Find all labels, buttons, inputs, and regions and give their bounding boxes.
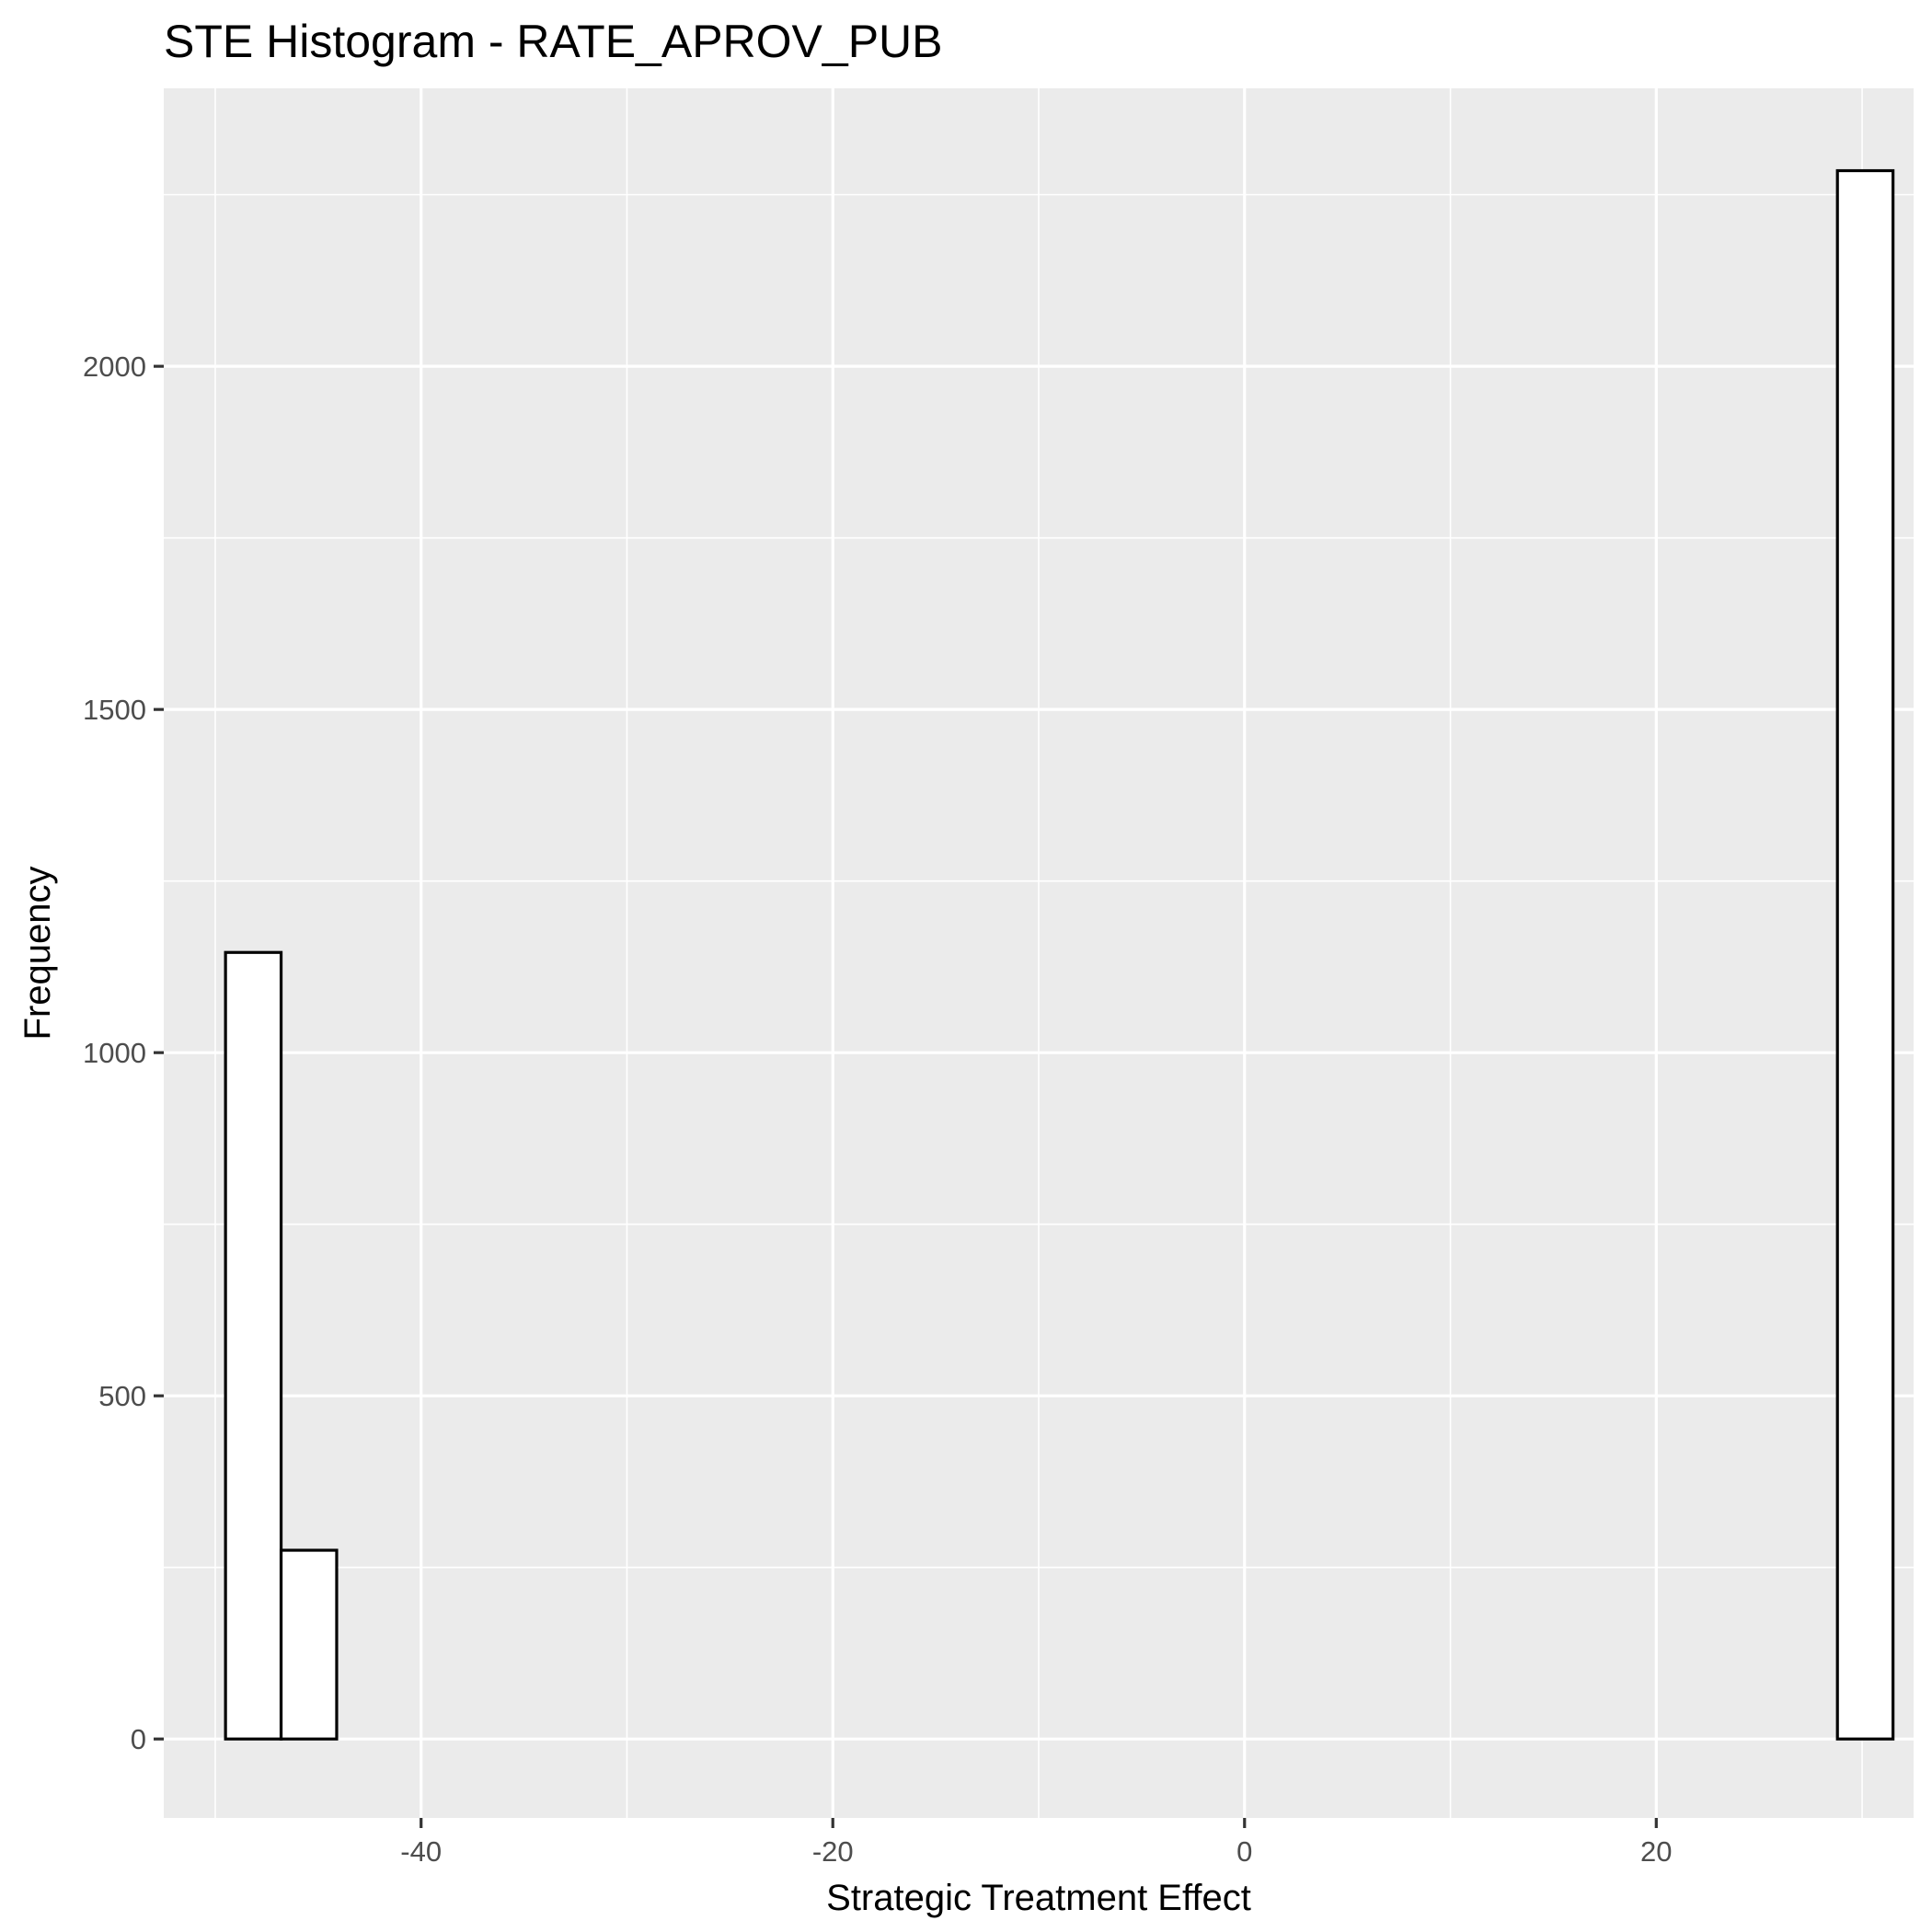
x-tick-label: -20 [812,1835,854,1868]
x-axis: -40 -20 0 20 [400,1818,1673,1868]
x-tick-label: -40 [400,1835,442,1868]
x-axis-title: Strategic Treatment Effect [826,1878,1251,1918]
x-tick-label: 0 [1236,1835,1252,1868]
histogram-bars [224,168,1895,1741]
y-tick-label: 0 [131,1723,146,1755]
y-tick-label: 2000 [83,351,146,383]
histogram-bar [224,950,283,1741]
chart-title: STE Histogram - RATE_APROV_PUB [164,16,943,67]
y-tick-label: 1000 [83,1037,146,1069]
histogram-bar [1835,168,1895,1741]
histogram-bar [279,1548,339,1741]
major-gridlines [164,88,1914,1818]
minor-gridlines [164,88,1914,1818]
y-tick-label: 500 [98,1380,146,1412]
y-axis: 0 500 1000 1500 2000 [83,351,164,1755]
x-tick-label: 20 [1640,1835,1672,1868]
y-tick-label: 1500 [83,694,146,726]
y-axis-title: Frequency [17,867,58,1041]
